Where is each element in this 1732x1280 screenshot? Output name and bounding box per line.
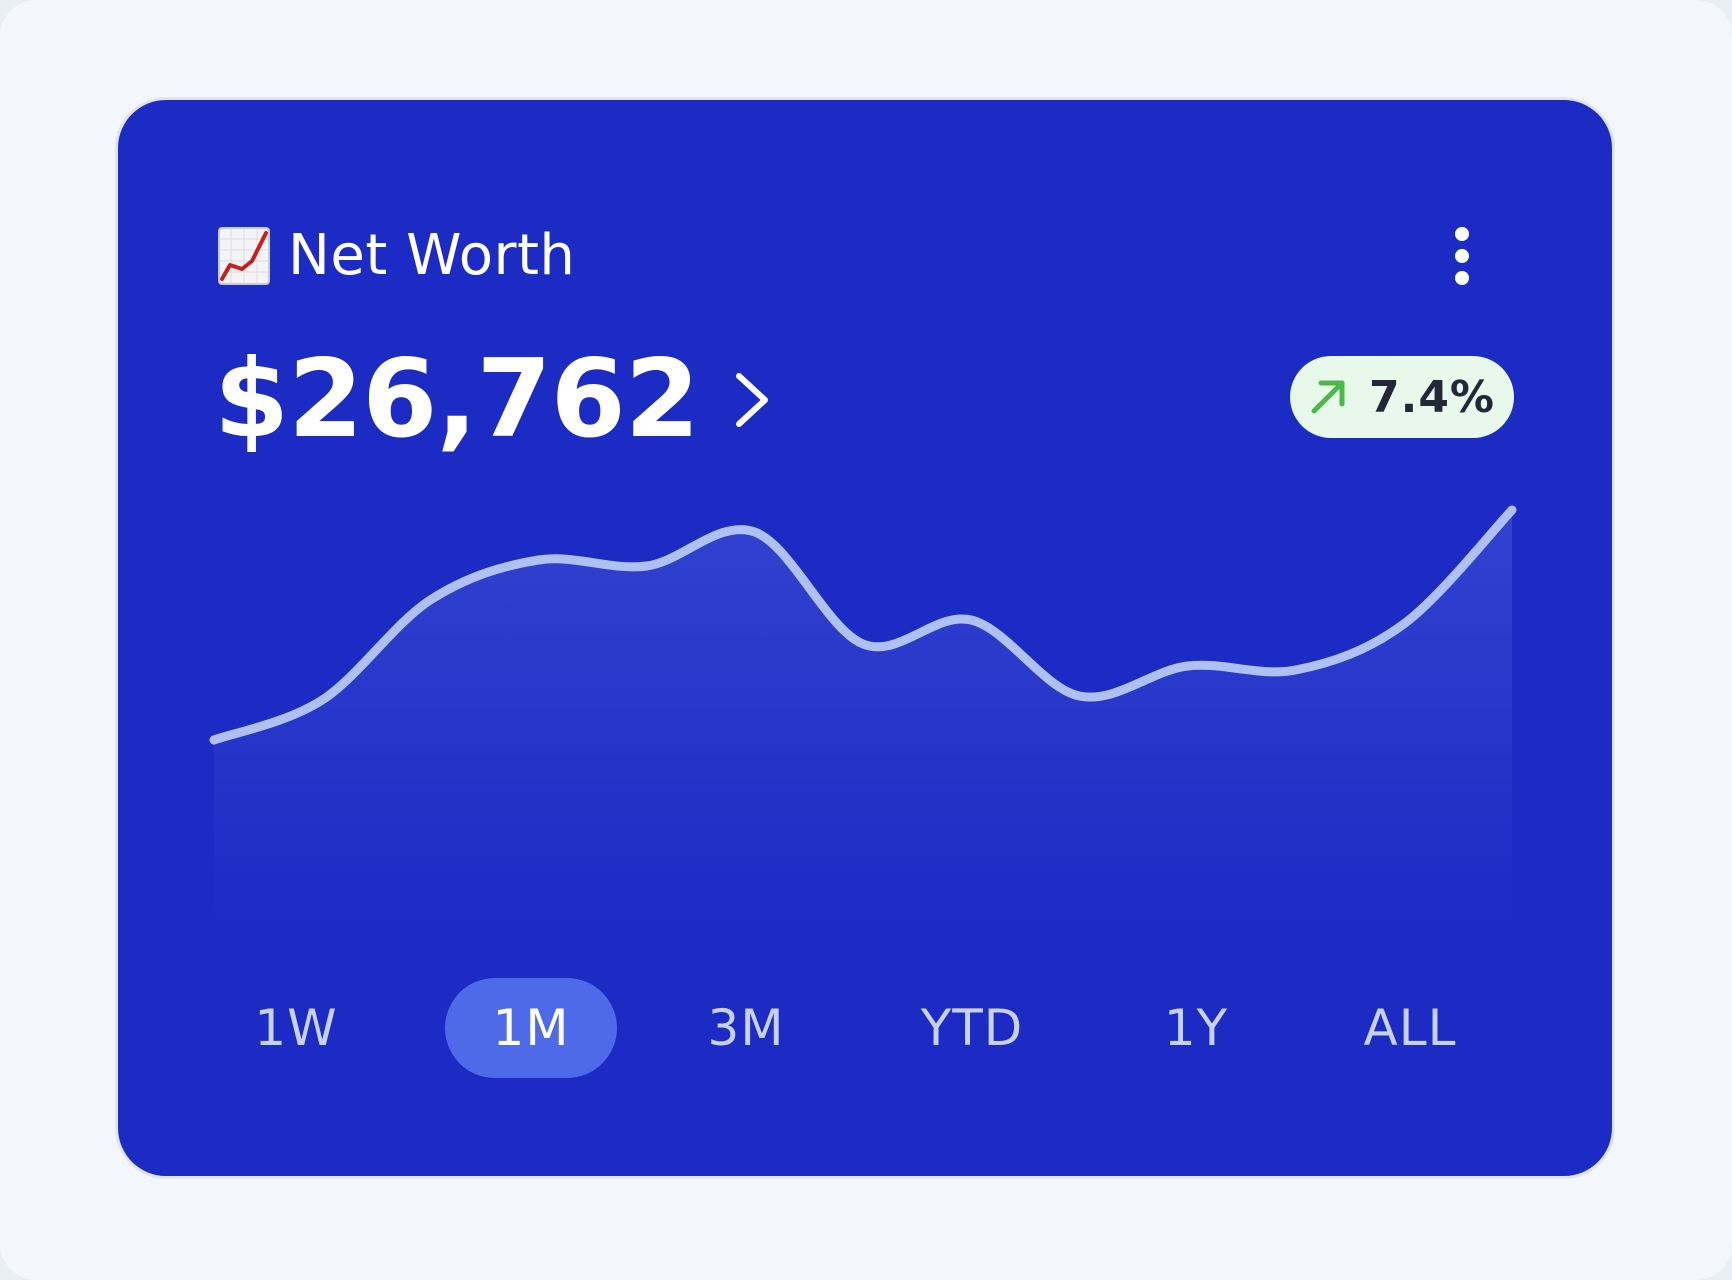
- tab-all[interactable]: ALL: [1363, 999, 1457, 1057]
- net-worth-chart: [209, 505, 1517, 925]
- net-worth-value: $26,762: [214, 337, 700, 462]
- net-worth-value-link[interactable]: $26,762: [214, 340, 773, 460]
- card-title: Net Worth: [288, 223, 576, 288]
- chart-increasing-emoji-icon: [218, 227, 270, 285]
- more-vertical-icon: [1455, 227, 1469, 241]
- more-options-button[interactable]: [1448, 220, 1476, 292]
- more-vertical-icon-dot: [1455, 249, 1469, 263]
- tab-1y[interactable]: 1Y: [1163, 999, 1229, 1057]
- card-header: Net Worth: [218, 222, 575, 290]
- net-worth-card: Net Worth $26,762 7.4%: [118, 100, 1612, 1176]
- more-vertical-icon-dot: [1455, 271, 1469, 285]
- chevron-right-icon: [735, 373, 768, 427]
- change-percent: 7.4%: [1368, 371, 1496, 423]
- tab-1w[interactable]: 1W: [254, 999, 338, 1057]
- chart-series-line: [209, 505, 1517, 745]
- tab-ytd[interactable]: YTD: [920, 999, 1024, 1057]
- tab-1m[interactable]: 1M: [445, 978, 617, 1078]
- arrow-up-right-icon: [1311, 380, 1345, 414]
- tab-3m[interactable]: 3M: [707, 999, 785, 1057]
- change-badge: 7.4%: [1290, 356, 1514, 438]
- chart-area-fill: [214, 510, 1512, 925]
- timeframe-tabs: 1W 1M 3M YTD 1Y ALL: [118, 978, 1612, 1078]
